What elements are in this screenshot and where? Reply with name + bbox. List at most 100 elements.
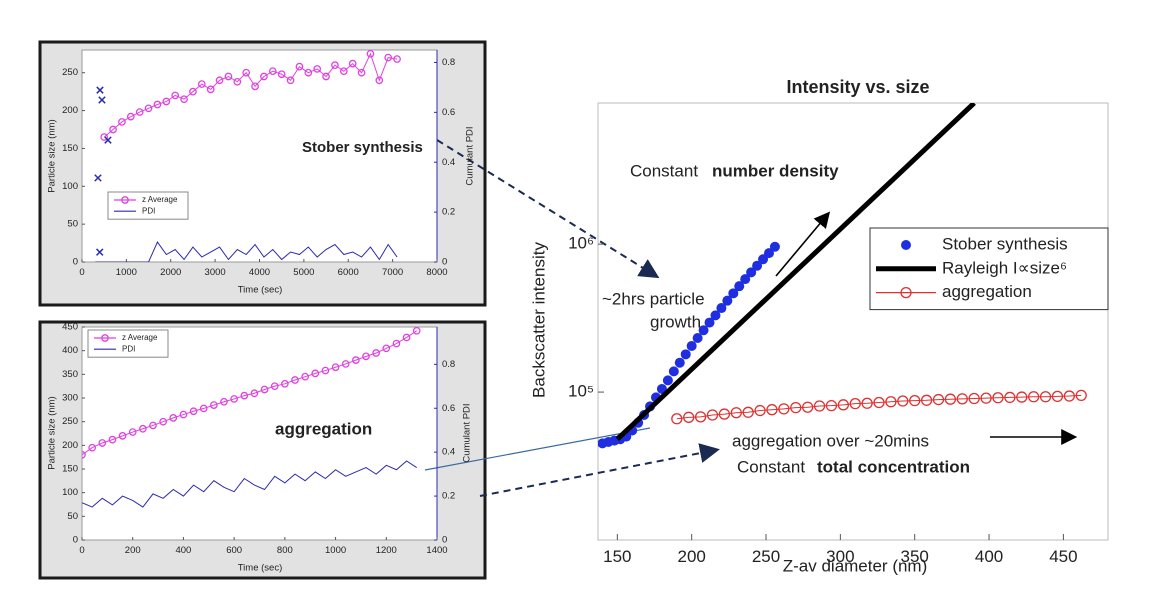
point (109, 125, 117, 134)
y-tick-label: 10⁵ (568, 382, 594, 401)
y-tick-label: 400 (62, 345, 78, 356)
point (746, 267, 757, 278)
point (339, 67, 348, 76)
y2-tick-label: 0.8 (442, 57, 455, 68)
trend-arrow (775, 211, 831, 277)
point (706, 409, 719, 421)
point (1051, 390, 1064, 403)
x-axis-label: Time (sec) (238, 285, 283, 296)
point (240, 391, 249, 400)
point (734, 281, 745, 292)
point (813, 400, 826, 412)
point (402, 333, 411, 342)
legend-box (107, 191, 189, 220)
point (260, 385, 269, 394)
series-line (82, 460, 417, 508)
plot-area (597, 102, 1109, 541)
point (135, 108, 144, 116)
y2-axis-label: Cumulant PDI (465, 126, 476, 185)
point (825, 399, 838, 412)
x-tick-label: 0 (79, 545, 84, 556)
point (233, 77, 242, 86)
y-axis-label: Particle size (nm) (47, 396, 58, 469)
y-axis-label: Particle size (nm) (47, 119, 58, 192)
point (671, 413, 683, 425)
y2-tick-label: 0.4 (442, 447, 455, 458)
point (169, 414, 178, 422)
series-line (95, 241, 398, 262)
point (662, 375, 673, 386)
annotation: number density (712, 161, 839, 180)
point (956, 393, 968, 405)
point (897, 395, 909, 407)
point (82, 450, 86, 459)
point (291, 376, 299, 384)
point (153, 100, 162, 109)
point (199, 404, 208, 413)
y-tick-label: 0 (73, 535, 78, 546)
point (790, 401, 802, 414)
point (250, 389, 259, 398)
point (758, 254, 769, 265)
point (286, 76, 295, 85)
annotation: Constant (630, 161, 698, 180)
y-tick-label: 200 (62, 105, 78, 116)
point (692, 333, 703, 344)
point (885, 396, 897, 408)
point (144, 104, 153, 113)
point (251, 82, 259, 91)
point (366, 50, 375, 58)
point (321, 366, 330, 375)
point (313, 65, 322, 73)
x-tick-label: 250 (752, 547, 780, 566)
point (260, 72, 268, 81)
point (270, 382, 279, 391)
point (1028, 391, 1040, 403)
point (1016, 391, 1028, 403)
connector-line (424, 427, 651, 471)
y-tick-label: 50 (67, 219, 78, 230)
point (230, 395, 238, 403)
x-tick-label: 300 (826, 547, 854, 566)
point (98, 439, 107, 447)
x-tick-label: 800 (277, 545, 293, 556)
x-tick-label: 1400 (426, 545, 447, 556)
y2-tick-label: 0.6 (442, 107, 455, 118)
point (944, 393, 957, 405)
y2-tick-label: 0.2 (442, 491, 455, 502)
x-axis-label: Z-av diameter (nm) (783, 556, 928, 575)
point (348, 59, 357, 68)
point (311, 369, 320, 378)
point (728, 288, 739, 299)
point (392, 339, 401, 348)
point (698, 325, 709, 336)
x-tick-label: 600 (226, 545, 242, 556)
point (171, 91, 180, 100)
annotation: aggregation (275, 419, 372, 438)
legend-box (87, 329, 169, 358)
point (206, 85, 215, 94)
point (139, 424, 147, 433)
point (331, 363, 340, 372)
y-tick-label: 100 (62, 487, 78, 498)
point (668, 366, 679, 377)
y-tick-label: 150 (62, 464, 78, 475)
legend-label: PDI (142, 206, 155, 215)
point (210, 401, 218, 409)
y-tick-label: 100 (62, 181, 78, 192)
connector-arrow (479, 443, 720, 497)
point (873, 396, 885, 409)
point (304, 68, 313, 77)
point (730, 407, 742, 419)
point (162, 97, 171, 106)
x-tick-label: 1000 (116, 267, 137, 278)
point (710, 310, 721, 321)
point (740, 274, 751, 285)
legend-label: PDI (122, 344, 135, 353)
point (362, 352, 370, 361)
point (694, 411, 707, 423)
y-tick-label: 250 (62, 416, 78, 427)
point (242, 68, 251, 77)
point (375, 76, 384, 85)
